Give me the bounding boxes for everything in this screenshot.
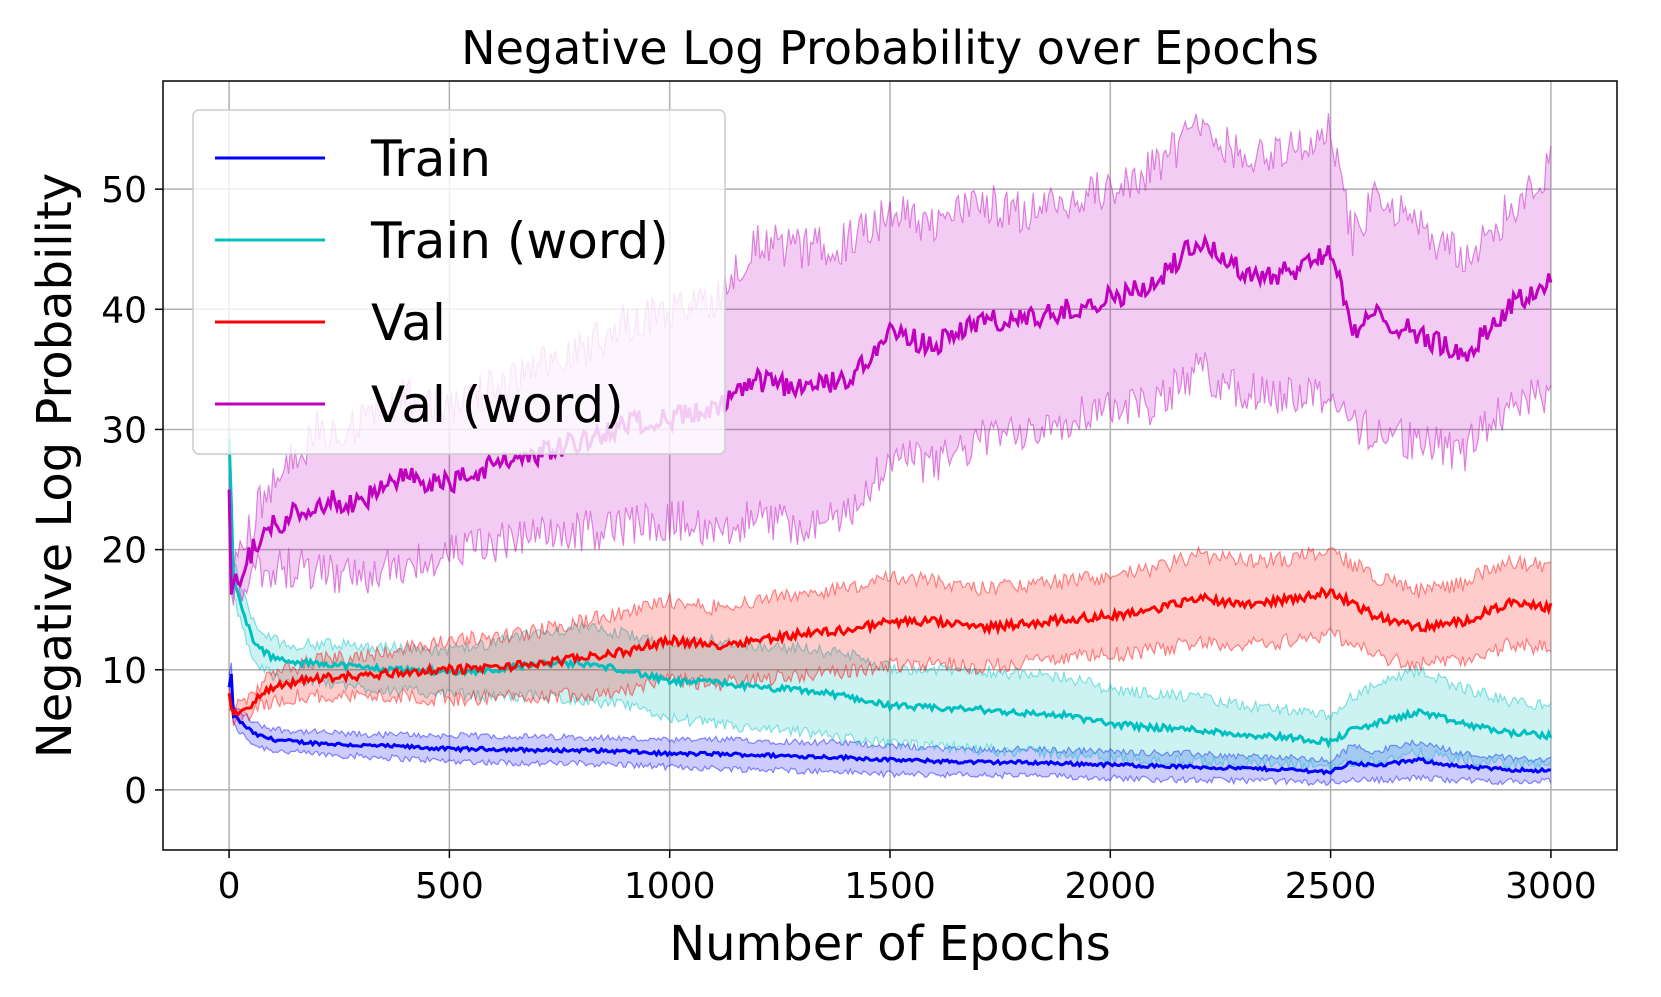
x-tick-label: 2000 bbox=[1064, 866, 1156, 907]
legend: Train Train (word) Val Val (word) bbox=[193, 110, 725, 454]
y-axis-title: Negative Log Probability bbox=[27, 173, 83, 758]
y-tick-label: 50 bbox=[101, 170, 147, 211]
y-tick-label: 0 bbox=[124, 771, 147, 812]
y-tick-label: 20 bbox=[101, 531, 147, 572]
x-tick-label: 2500 bbox=[1285, 866, 1377, 907]
legend-label: Train (word) bbox=[370, 212, 669, 270]
x-tick-label: 500 bbox=[415, 866, 484, 907]
chart-title: Negative Log Probability over Epochs bbox=[461, 21, 1319, 75]
x-tick-label: 3000 bbox=[1505, 866, 1597, 907]
y-tick-label: 40 bbox=[101, 290, 147, 331]
legend-label: Val (word) bbox=[371, 376, 624, 434]
legend-label: Train bbox=[370, 130, 491, 188]
y-tick-label: 30 bbox=[101, 410, 147, 451]
x-tick-label: 0 bbox=[218, 866, 241, 907]
x-tick-label: 1000 bbox=[624, 866, 716, 907]
x-tick-label: 1500 bbox=[844, 866, 936, 907]
y-tick-label: 10 bbox=[101, 651, 147, 692]
x-axis-title: Number of Epochs bbox=[669, 916, 1111, 972]
legend-label: Val bbox=[371, 294, 446, 352]
